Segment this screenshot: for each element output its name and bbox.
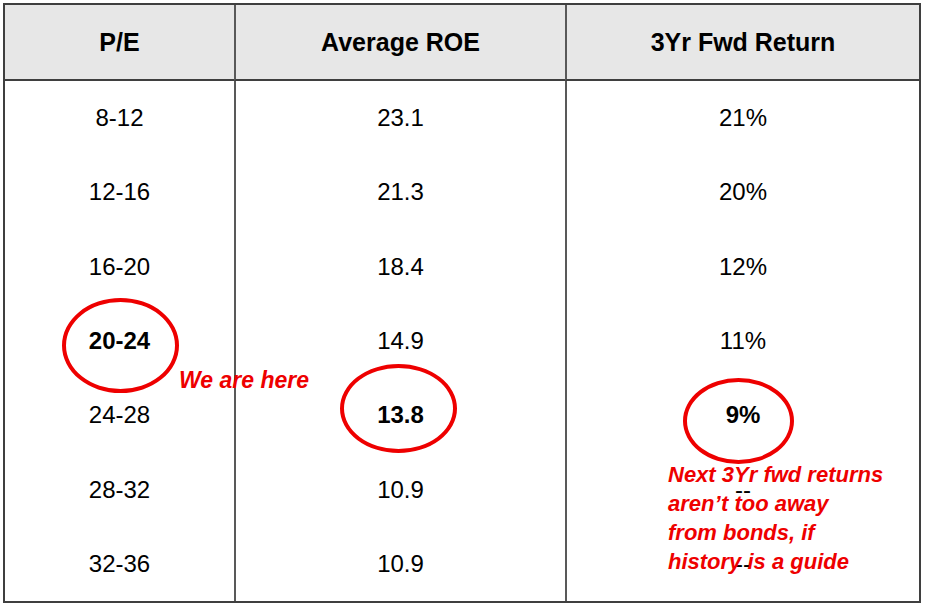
cell-roe-r5: 10.9 <box>234 452 565 526</box>
column-header-3yr-fwd-return: 3Yr Fwd Return <box>565 5 919 81</box>
cell-roe-r2: 18.4 <box>234 230 565 304</box>
cell-fwd-r1: 20% <box>565 155 919 229</box>
cell-fwd-r4-circled: 9% <box>565 378 919 452</box>
cell-roe-r0: 23.1 <box>234 81 565 155</box>
cell-roe-r1: 21.3 <box>234 155 565 229</box>
cell-fwd-r0: 21% <box>565 81 919 155</box>
cell-roe-r6: 10.9 <box>234 527 565 601</box>
pe-roe-return-table: P/E Average ROE 3Yr Fwd Return 8-12 23.1… <box>3 3 921 603</box>
column-header-average-roe: Average ROE <box>234 5 565 81</box>
cell-pe-r0: 8-12 <box>5 81 234 155</box>
cell-pe-r6: 32-36 <box>5 527 234 601</box>
cell-fwd-r3: 11% <box>565 304 919 378</box>
cell-roe-r4-circled: 13.8 <box>234 378 565 452</box>
slide-table-figure: P/E Average ROE 3Yr Fwd Return 8-12 23.1… <box>0 0 926 610</box>
cell-pe-r1: 12-16 <box>5 155 234 229</box>
column-header-pe: P/E <box>5 5 234 81</box>
cell-pe-r5: 28-32 <box>5 452 234 526</box>
cell-pe-r2: 16-20 <box>5 230 234 304</box>
cell-fwd-r2: 12% <box>565 230 919 304</box>
cell-pe-r3-circled: 20-24 <box>5 304 234 378</box>
cell-roe-r3: 14.9 <box>234 304 565 378</box>
cell-pe-r4: 24-28 <box>5 378 234 452</box>
cell-fwd-r6-dash: -- <box>565 527 919 601</box>
cell-fwd-r5-dash: -- <box>565 452 919 526</box>
